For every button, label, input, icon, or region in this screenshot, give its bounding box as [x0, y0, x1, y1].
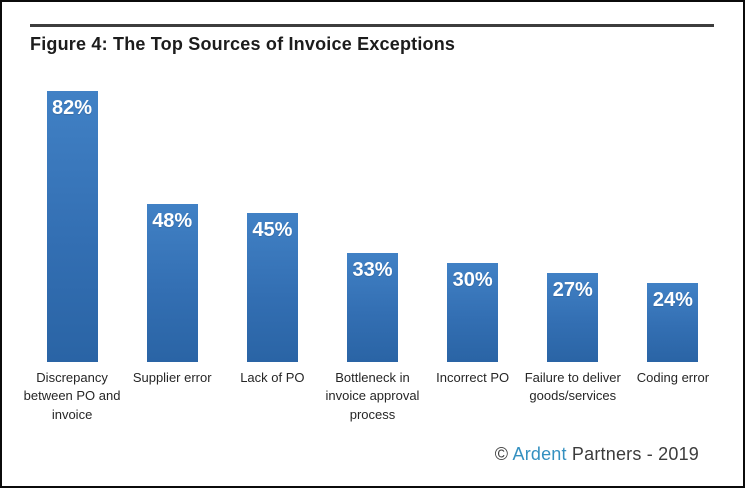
bar-slot: 27% — [547, 2, 599, 362]
bar-slot: 30% — [447, 2, 499, 362]
bar-value-label: 24% — [652, 289, 693, 311]
bar: 24% — [647, 283, 699, 362]
category-label: Supplier error — [132, 370, 212, 385]
bar: 33% — [346, 253, 398, 362]
chart-column: 24% Coding error — [623, 2, 723, 424]
bar: 82% — [46, 91, 98, 362]
category-label: Coding error — [636, 370, 710, 385]
category-label: Failure to deliver goods/services — [524, 370, 621, 404]
chart-column: 30% Incorrect PO — [423, 2, 523, 424]
bar-slot: 48% — [146, 2, 198, 362]
chart-column: 48% Supplier error — [122, 2, 222, 424]
bar-chart: 82% Discrepancy between PO and invoice 48%… — [22, 2, 723, 424]
copyright-rest: Partners - 2019 — [571, 444, 699, 464]
chart-column: 33% Bottleneck in invoice approval proces… — [322, 2, 422, 424]
bar: 45% — [246, 213, 298, 362]
bar-value-label: 33% — [352, 259, 393, 281]
figure-title: Figure 4: The Top Sources of Invoice Exc… — [30, 34, 456, 54]
title-rule — [30, 24, 714, 27]
bar: 30% — [447, 263, 499, 362]
bar-slot: 24% — [647, 2, 699, 362]
bar-value-label: 82% — [52, 97, 93, 119]
bar-slot: 82% — [46, 2, 98, 362]
bar: 27% — [547, 273, 599, 362]
copyright-symbol: © — [494, 444, 509, 464]
category-label: Bottleneck in invoice approval process — [325, 370, 420, 422]
bar-value-label: 27% — [552, 279, 593, 301]
brand-name: Ardent — [512, 444, 567, 464]
bar-slot: 45% — [246, 2, 298, 362]
chart-column: 27% Failure to deliver goods/services — [523, 2, 623, 424]
bar-value-label: 48% — [152, 210, 193, 232]
category-label: Lack of PO — [240, 370, 305, 385]
chart-column: 82% Discrepancy between PO and invoice — [22, 2, 122, 424]
bar-value-label: 30% — [452, 269, 493, 291]
copyright: © Ardent Partners - 2019 — [495, 444, 699, 465]
chart-column: 45% Lack of PO — [222, 2, 322, 424]
bar-value-label: 45% — [252, 219, 293, 241]
category-label: Incorrect PO — [436, 370, 510, 385]
bar: 48% — [146, 204, 198, 362]
category-label: Discrepancy between PO and invoice — [23, 370, 121, 422]
bar-slot: 33% — [346, 2, 398, 362]
